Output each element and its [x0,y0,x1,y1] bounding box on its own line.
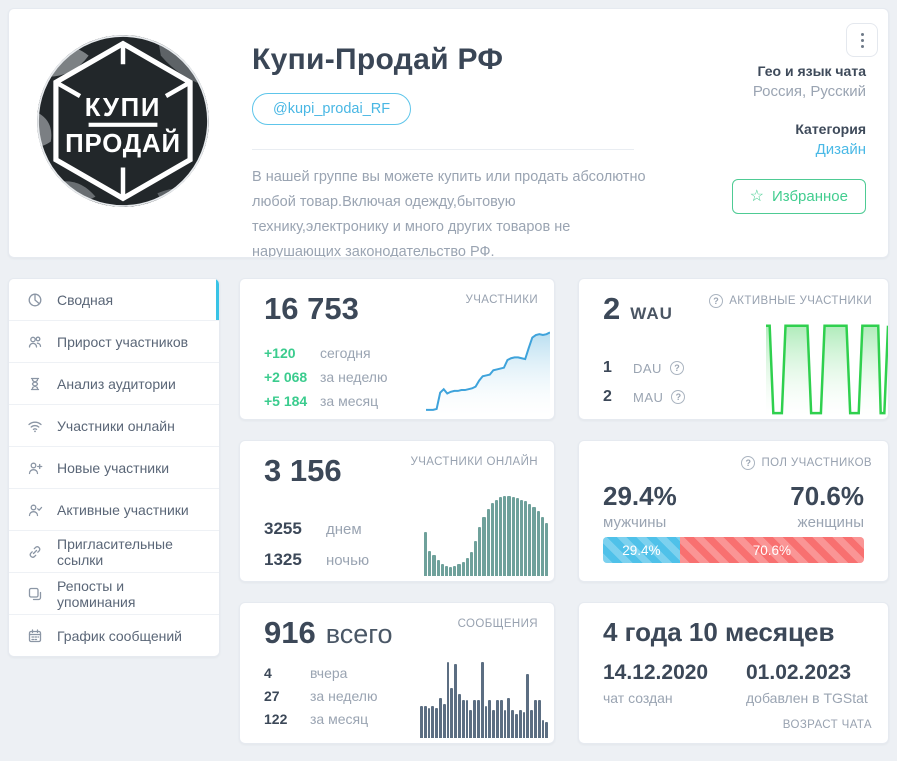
sidebar-item-summary[interactable]: Сводная [9,279,219,321]
sidebar-item-label: Пригласительные ссылки [57,535,173,568]
active-members-step-chart [766,321,888,415]
chat-created-stat: 14.12.2020 чат создан [603,661,709,706]
online-stats: 3255 днем 1325 ночью [264,519,369,570]
geo-value: Россия, Русский [752,83,866,101]
stat-row: 1 DAU ? [603,359,685,377]
sidebar-item-audience-analysis[interactable]: Анализ аудитории [9,363,219,405]
sidebar-item-label: Активные участники [57,501,189,518]
members-card-label: УЧАСТНИКИ [465,294,538,306]
sidebar-item-reposts-mentions[interactable]: Репосты и упоминания [9,573,219,615]
messages-total-unit: всего [325,619,393,649]
members-stats: +120 сегодня +2 068 за неделю +5 184 за … [264,345,387,409]
chat-added-stat: 01.02.2023 добавлен в TGStat [746,661,868,706]
stat-row: 4 вчера [264,665,348,681]
sidebar-nav: Сводная Прирост участников Анализ аудито… [8,278,220,657]
sidebar-item-member-growth[interactable]: Прирост участников [9,321,219,363]
active-members-stats: 1 DAU ? 2 MAU ? [603,359,686,406]
divider [252,149,634,150]
sidebar-item-label: Новые участники [57,459,170,476]
avatar-text-line1: КУПИ [85,94,161,122]
chat-description: В нашей группе вы можете купить или прод… [252,169,646,258]
gender-male-segment: 29.4% [603,537,680,563]
repost-icon [28,587,42,600]
sidebar-item-label: Репосты и упоминания [57,577,136,610]
help-icon[interactable]: ? [669,361,684,375]
favorite-button-label: Избранное [771,188,848,206]
kebab-icon [860,32,864,48]
gender-card: ? ПОЛ УЧАСТНИКОВ 29.4% мужчины 70.6% жен… [578,440,889,582]
page-title: Купи-Продай РФ [252,43,504,76]
members-total: 16 753 [264,291,359,326]
messages-card: СООБЩЕНИЯ 916 всего 4 вчера 27 за неделю… [239,602,555,744]
sidebar-item-label: Прирост участников [57,333,189,350]
avatar-text-line2: ПРОДАЙ [65,128,181,158]
online-total: 3 156 [264,453,342,488]
sidebar-item-label: Участники онлайн [57,417,175,434]
wau-value: 2 WAU [603,291,673,326]
more-options-button[interactable] [846,23,878,57]
stat-row: 27 за неделю [264,688,378,704]
chat-age-card-label: ВОЗРАСТ ЧАТА [782,719,872,731]
sidebar-item-invite-links[interactable]: Пригласительные ссылки [9,531,219,573]
sidebar-item-new-members[interactable]: Новые участники [9,447,219,489]
calendar-icon [28,629,42,643]
sidebar-item-message-schedule[interactable]: График сообщений [9,615,219,656]
sidebar-item-label: Сводная [57,291,114,308]
sidebar-item-active-members[interactable]: Активные участники [9,489,219,531]
help-icon[interactable]: ? [709,294,724,308]
online-members-card: УЧАСТНИКИ ОНЛАЙН 3 156 3255 днем 1325 но… [239,440,555,582]
hourglass-icon [30,377,40,390]
chat-age-card: 4 года 10 месяцев 14.12.2020 чат создан … [578,602,889,744]
gender-female-segment: 70.6% [679,537,864,563]
category-label: Категория [795,121,866,138]
star-icon: ☆ [749,187,764,205]
active-members-card: ? АКТИВНЫЕ УЧАСТНИКИ 2 WAU 1 DAU ? 2 MAU… [578,278,889,420]
users-icon [28,336,42,348]
chat-age-value: 4 года 10 месяцев [603,617,835,647]
profile-meta: Гео и язык чата Россия, Русский Категори… [731,61,867,215]
user-plus-icon [28,462,43,474]
favorite-button[interactable]: ☆ Избранное [731,179,866,215]
stat-row: 122 за месяц [264,711,369,727]
sidebar-item-label: Анализ аудитории [57,375,176,392]
geo-label: Гео и язык чата [757,63,867,79]
avatar: КУПИ ПРОДАЙ [37,35,209,207]
messages-bar-chart [420,658,549,738]
gender-male-stat: 29.4% мужчины [603,481,677,531]
gender-card-label: ПОЛ УЧАСТНИКОВ [761,457,872,469]
stat-row: +120 сегодня [264,345,371,361]
pie-chart-icon [28,293,42,306]
link-icon [29,545,41,558]
stat-row: +5 184 за месяц [264,393,379,409]
sidebar-item-label: График сообщений [57,628,182,644]
members-sparkline-chart [426,329,550,415]
help-icon[interactable]: ? [741,456,756,470]
user-check-icon [28,504,43,516]
online-members-bar-chart [424,492,549,576]
messages-total: 916 всего [264,615,393,650]
wau-unit: WAU [630,304,673,323]
messages-card-label: СООБЩЕНИЯ [457,618,538,630]
profile-card: КУПИ ПРОДАЙ Купи-Продай РФ @kupi_prodai_… [8,8,889,258]
active-members-card-label: АКТИВНЫЕ УЧАСТНИКИ [729,295,872,307]
username-badge[interactable]: @kupi_prodai_RF [252,93,412,125]
messages-stats: 4 вчера 27 за неделю 122 за месяц [264,665,377,727]
category-value-link[interactable]: Дизайн [815,141,866,159]
sidebar-item-members-online[interactable]: Участники онлайн [9,405,219,447]
stat-row: 3255 днем [264,519,362,538]
gender-split-bar: 29.4% 70.6% [603,537,864,563]
help-icon[interactable]: ? [671,390,686,404]
online-card-label: УЧАСТНИКИ ОНЛАЙН [410,456,538,468]
stat-row: +2 068 за неделю [264,369,388,385]
gender-female-stat: 70.6% женщины [790,481,864,531]
wifi-icon [28,421,42,432]
stat-row: 1325 ночью [264,550,370,569]
members-card: УЧАСТНИКИ 16 753 +120 сегодня +2 068 за … [239,278,555,420]
stat-row: 2 MAU ? [603,388,686,406]
